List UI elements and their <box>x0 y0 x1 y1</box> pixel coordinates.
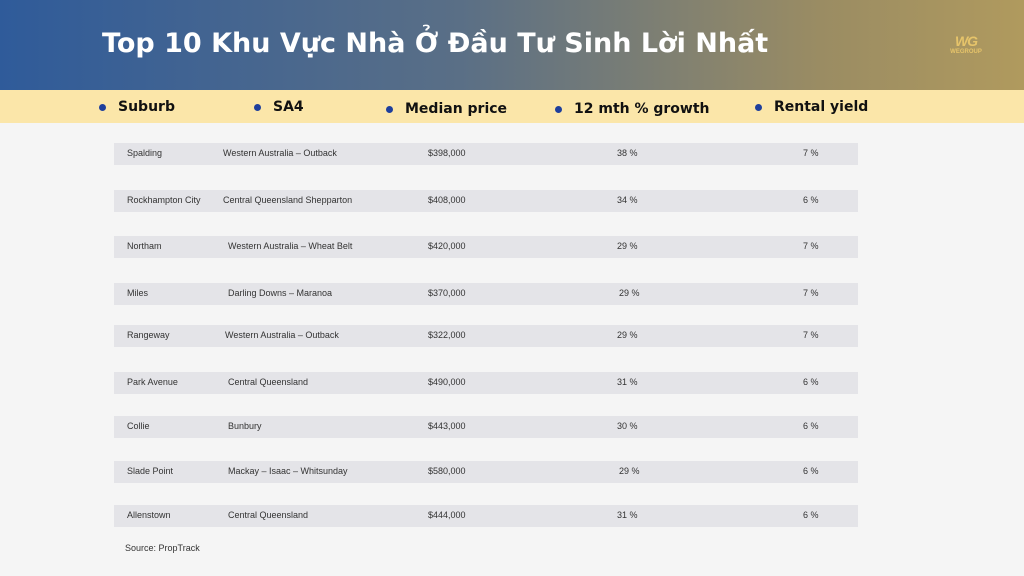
header-label: 12 mth % growth <box>574 101 710 117</box>
cell-sa4: Central Queensland <box>228 377 309 387</box>
cell-price: $490,000 <box>428 377 466 387</box>
bullet-icon <box>254 103 261 111</box>
cell-price: $322,000 <box>428 330 466 340</box>
cell-yield: 6 % <box>803 421 819 431</box>
table-row: Slade Point Mackay – Isaac – Whitsunday … <box>114 461 858 483</box>
header-suburb: Suburb <box>99 97 175 117</box>
cell-growth: 34 % <box>617 195 638 205</box>
cell-growth: 29 % <box>619 466 640 476</box>
cell-sa4: Western Australia – Wheat Belt <box>228 241 353 251</box>
cell-price: $408,000 <box>428 195 466 205</box>
cell-sa4: Bunbury <box>228 421 262 431</box>
cell-yield: 7 % <box>803 330 819 340</box>
header-label: Suburb <box>118 99 175 115</box>
cell-price: $420,000 <box>428 241 466 251</box>
cell-growth: 31 % <box>617 510 638 520</box>
header-label: SA4 <box>273 99 304 115</box>
cell-growth: 29 % <box>617 330 638 340</box>
cell-growth: 30 % <box>617 421 638 431</box>
cell-sa4: Darling Downs – Maranoa <box>228 288 333 298</box>
cell-suburb: Spalding <box>127 148 163 158</box>
cell-suburb: Slade Point <box>127 466 174 476</box>
header-label: Rental yield <box>774 99 869 115</box>
table-row: Rockhampton City Central Queensland Shep… <box>114 190 858 212</box>
table-row: Spalding Western Australia – Outback $39… <box>114 143 858 165</box>
page-title: Top 10 Khu Vực Nhà Ở Đầu Tư Sinh Lời Nhấ… <box>102 28 769 59</box>
header-median-price: Median price <box>386 99 507 119</box>
cell-suburb: Allenstown <box>127 510 171 520</box>
bullet-icon <box>755 103 762 111</box>
cell-price: $580,000 <box>428 466 466 476</box>
cell-sa4: Central Queensland Shepparton <box>223 195 353 205</box>
cell-sa4: Western Australia – Outback <box>225 330 339 340</box>
table-row: Park Avenue Central Queensland $490,000 … <box>114 372 858 394</box>
bullet-icon <box>386 105 393 113</box>
table-row: Northam Western Australia – Wheat Belt $… <box>114 236 858 258</box>
header-growth: 12 mth % growth <box>555 99 710 119</box>
cell-growth: 29 % <box>617 241 638 251</box>
cell-suburb: Park Avenue <box>127 377 178 387</box>
bullet-icon <box>99 103 106 111</box>
source-note: Source: PropTrack <box>125 543 200 553</box>
bullet-icon <box>555 105 562 113</box>
logo-mark: WG <box>954 33 978 49</box>
cell-yield: 6 % <box>803 466 819 476</box>
cell-yield: 6 % <box>803 377 819 387</box>
cell-sa4: Central Queensland <box>228 510 309 520</box>
cell-price: $370,000 <box>428 288 466 298</box>
cell-yield: 6 % <box>803 195 819 205</box>
cell-suburb: Miles <box>127 288 149 298</box>
cell-price: $443,000 <box>428 421 466 431</box>
cell-yield: 7 % <box>803 241 819 251</box>
header-label: Median price <box>405 101 508 117</box>
cell-yield: 7 % <box>803 148 819 158</box>
cell-yield: 7 % <box>803 288 819 298</box>
title-banner <box>0 0 1024 90</box>
table-header-bar <box>0 90 1024 123</box>
logo-text: WEGROUP <box>950 49 982 55</box>
table-row: Allenstown Central Queensland $444,000 3… <box>114 505 858 527</box>
cell-growth: 29 % <box>619 288 640 298</box>
cell-suburb: Northam <box>127 241 162 251</box>
cell-growth: 38 % <box>617 148 638 158</box>
header-rental-yield: Rental yield <box>755 97 868 117</box>
cell-suburb: Rangeway <box>127 330 170 340</box>
cell-price: $398,000 <box>428 148 466 158</box>
table-row: Collie Bunbury $443,000 30 % 6 % <box>114 416 858 438</box>
cell-growth: 31 % <box>617 377 638 387</box>
cell-suburb: Collie <box>127 421 150 431</box>
cell-yield: 6 % <box>803 510 819 520</box>
cell-suburb: Rockhampton City <box>127 195 201 205</box>
cell-price: $444,000 <box>428 510 466 520</box>
table-row: Miles Darling Downs – Maranoa $370,000 2… <box>114 283 858 305</box>
header-sa4: SA4 <box>254 97 304 117</box>
cell-sa4: Western Australia – Outback <box>223 148 337 158</box>
table-row: Rangeway Western Australia – Outback $32… <box>114 325 858 347</box>
cell-sa4: Mackay – Isaac – Whitsunday <box>228 466 348 476</box>
wegroup-logo: WG WEGROUP <box>944 34 988 62</box>
